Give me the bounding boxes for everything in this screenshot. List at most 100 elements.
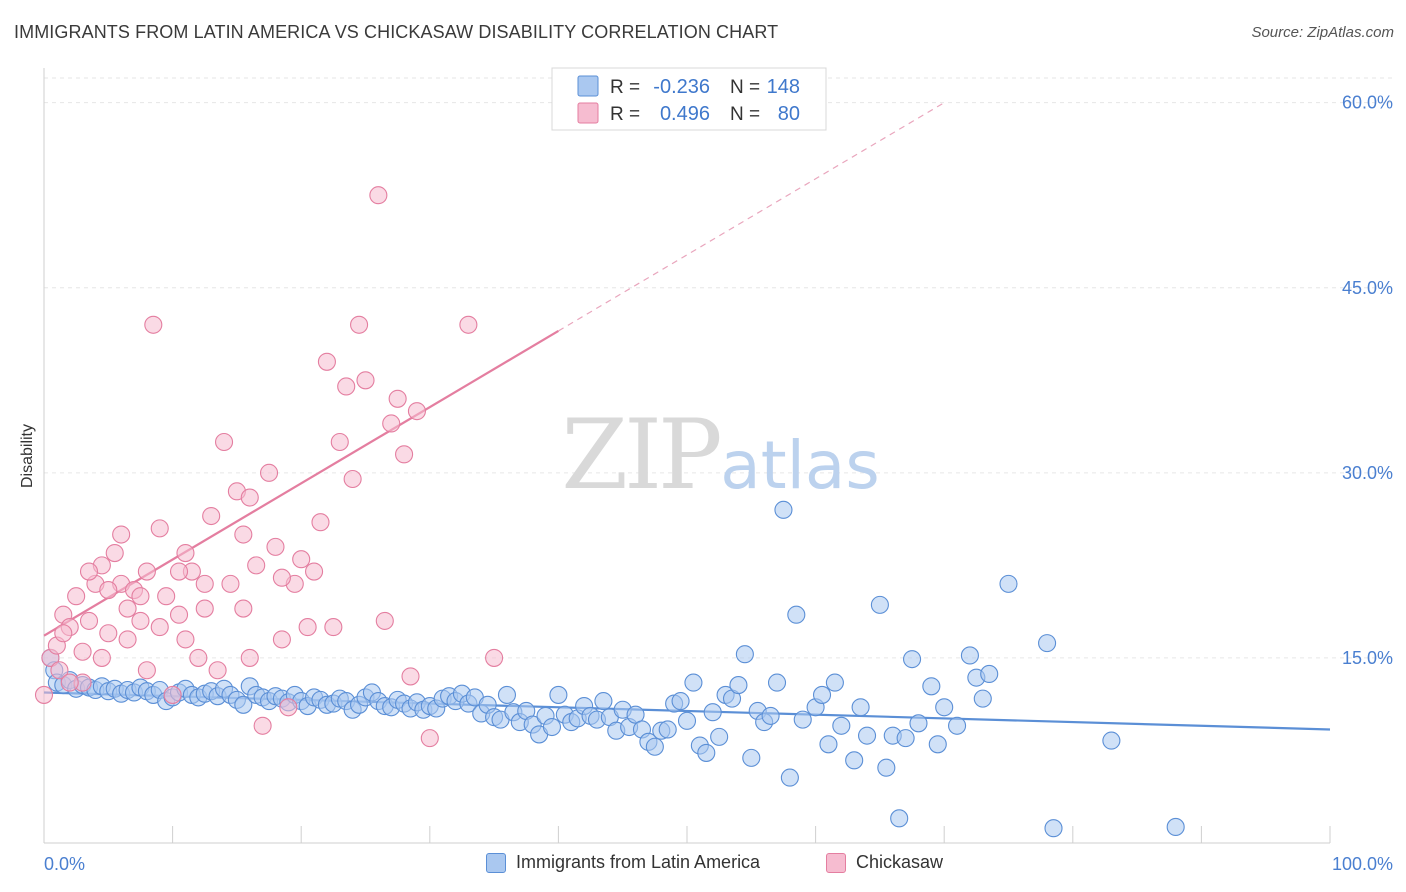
data-point-series-1 (176, 543, 195, 563)
data-point-series-1 (92, 648, 111, 667)
grid-layer (44, 77, 1394, 659)
legend-swatch-1 (577, 102, 599, 124)
data-point-series-0 (1166, 817, 1185, 837)
data-point-series-0 (890, 809, 909, 828)
data-point-series-1 (356, 371, 375, 390)
points-layer (34, 186, 1185, 838)
data-point-series-1 (305, 562, 324, 581)
data-point-series-0 (793, 710, 812, 729)
correlation-legend: R = -0.236 N = 148 R = 0.496 N = 80 (551, 67, 827, 131)
data-point-series-0 (774, 500, 793, 519)
data-point-series-1 (118, 630, 137, 649)
data-point-series-0 (877, 758, 896, 777)
legend-r-value: -0.236 (653, 76, 710, 98)
data-point-series-0 (671, 692, 690, 711)
data-point-series-1 (253, 716, 272, 735)
data-point-series-1 (343, 469, 362, 489)
data-point-series-0 (902, 650, 922, 669)
data-point-series-1 (388, 389, 407, 408)
data-point-series-1 (137, 562, 156, 581)
data-point-series-1 (176, 630, 195, 649)
legend-r-label: R = (610, 104, 640, 125)
data-point-series-1 (131, 587, 150, 606)
data-point-series-1 (272, 568, 291, 587)
data-point-series-1 (50, 661, 69, 680)
data-point-series-1 (375, 611, 394, 630)
tick-label-layer: 15.0% 30.0% 45.0% 60.0% 0.0% 100.0% (44, 93, 1393, 874)
legend-r-label: R = (610, 77, 640, 98)
data-point-series-0 (819, 735, 838, 754)
data-point-series-0 (832, 716, 851, 735)
data-point-series-1 (259, 463, 279, 482)
data-point-series-1 (298, 618, 317, 637)
source-label: Source: ZipAtlas.com (1251, 24, 1394, 41)
data-point-series-1 (112, 525, 131, 544)
data-point-series-1 (272, 630, 291, 649)
data-point-series-1 (150, 618, 169, 637)
data-point-series-1 (382, 414, 401, 433)
data-point-series-0 (761, 706, 780, 725)
y-tick-label: 30.0% (1342, 463, 1393, 483)
data-point-series-1 (369, 186, 388, 205)
data-point-series-1 (240, 488, 259, 507)
legend-n-value: 148 (767, 76, 800, 98)
data-point-series-1 (79, 562, 99, 581)
data-point-series-0 (703, 703, 722, 722)
data-point-series-0 (935, 698, 954, 717)
data-point-series-1 (105, 543, 124, 563)
data-point-series-1 (189, 648, 208, 667)
data-point-series-1 (330, 432, 349, 452)
data-point-series-1 (485, 648, 504, 667)
data-point-series-1 (99, 581, 118, 600)
bottom-legend-item-chickasaw: Chickasaw (826, 852, 943, 873)
legend-n-label: N = (730, 104, 760, 125)
data-point-series-0 (922, 677, 941, 696)
data-point-series-1 (208, 661, 227, 680)
legend-r-value: 0.496 (660, 103, 710, 125)
data-point-series-1 (234, 599, 253, 618)
data-point-series-1 (169, 562, 189, 581)
watermark-atlas: atlas (720, 427, 880, 504)
trend-line-extension-1 (558, 102, 945, 332)
data-point-series-1 (157, 587, 176, 606)
data-point-series-0 (767, 673, 787, 692)
data-point-series-1 (163, 685, 182, 704)
legend-n-label: N = (730, 77, 760, 98)
chart-title: IMMIGRANTS FROM LATIN AMERICA VS CHICKAS… (14, 22, 779, 42)
bottom-legend-swatch-chickasaw (826, 852, 846, 873)
data-point-series-0 (948, 716, 967, 735)
bottom-legend-item-latin-america: Immigrants from Latin America (486, 852, 760, 873)
data-point-series-0 (1038, 634, 1057, 653)
x-tick-label-max: 100.0% (1332, 854, 1393, 874)
x-tick-label-min: 0.0% (44, 854, 85, 874)
data-point-series-0 (735, 645, 754, 664)
data-point-series-1 (350, 315, 369, 334)
data-point-series-0 (787, 605, 806, 624)
data-point-series-0 (980, 664, 999, 684)
data-point-series-1 (292, 550, 311, 569)
data-point-series-1 (337, 377, 356, 396)
data-point-series-0 (729, 676, 748, 695)
data-point-series-1 (247, 556, 266, 575)
data-point-series-1 (118, 599, 137, 618)
data-point-series-1 (279, 698, 298, 717)
data-point-series-1 (202, 506, 221, 526)
data-point-series-0 (697, 743, 716, 762)
data-point-series-1 (221, 574, 240, 593)
data-point-series-0 (928, 735, 947, 754)
bottom-legend-label-latin-america: Immigrants from Latin America (516, 852, 761, 872)
data-point-series-0 (742, 748, 761, 767)
data-point-series-0 (234, 695, 253, 714)
data-point-series-1 (420, 729, 439, 748)
data-point-series-0 (845, 751, 864, 770)
data-point-series-0 (870, 595, 889, 614)
data-point-series-0 (1102, 731, 1121, 750)
data-point-series-0 (677, 711, 697, 730)
data-point-series-1 (214, 432, 234, 452)
data-point-series-1 (195, 599, 214, 618)
legend-n-value: 80 (778, 103, 800, 125)
data-point-series-1 (317, 352, 336, 371)
data-point-series-1 (144, 315, 163, 334)
data-point-series-1 (60, 673, 79, 692)
